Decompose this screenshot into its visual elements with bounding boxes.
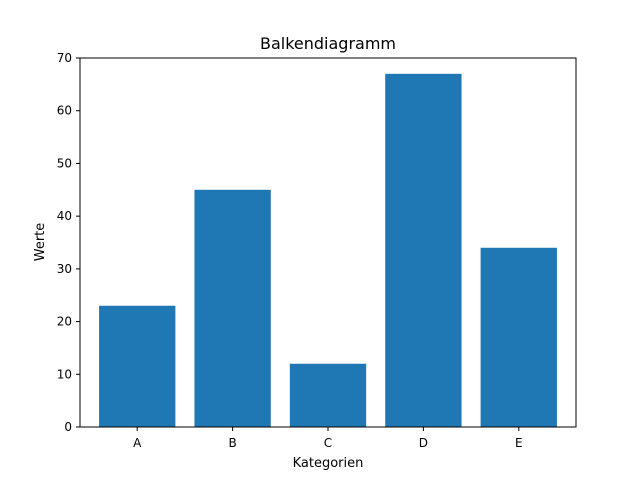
x-axis-ticks: A B C D E bbox=[133, 427, 523, 450]
bar-e bbox=[480, 247, 557, 427]
x-tick-label-a: A bbox=[133, 436, 142, 450]
y-tick-label: 70 bbox=[57, 51, 72, 65]
x-tick-label-c: C bbox=[324, 436, 332, 450]
x-axis-label: Kategorien bbox=[293, 456, 364, 471]
bars-group bbox=[99, 73, 557, 428]
y-tick-label: 20 bbox=[57, 315, 72, 329]
y-tick-label: 0 bbox=[64, 420, 72, 434]
x-tick-label-b: B bbox=[228, 436, 236, 450]
bar-a bbox=[99, 305, 176, 427]
y-tick-label: 40 bbox=[57, 209, 72, 223]
bar-b bbox=[194, 189, 271, 427]
x-tick-label-d: D bbox=[419, 436, 428, 450]
y-tick-label: 60 bbox=[57, 104, 72, 118]
bar-c bbox=[289, 363, 367, 427]
y-axis-label: Werte bbox=[33, 223, 48, 262]
y-axis-ticks: 0 10 20 30 40 50 60 70 bbox=[57, 51, 80, 434]
chart-title: Balkendiagramm bbox=[260, 34, 396, 53]
y-tick-label: 10 bbox=[57, 367, 72, 381]
x-tick-label-e: E bbox=[515, 436, 523, 450]
y-tick-label: 30 bbox=[57, 262, 72, 276]
bar-d bbox=[385, 73, 462, 428]
y-tick-label: 50 bbox=[57, 156, 72, 170]
plot-area-frame bbox=[79, 57, 577, 428]
